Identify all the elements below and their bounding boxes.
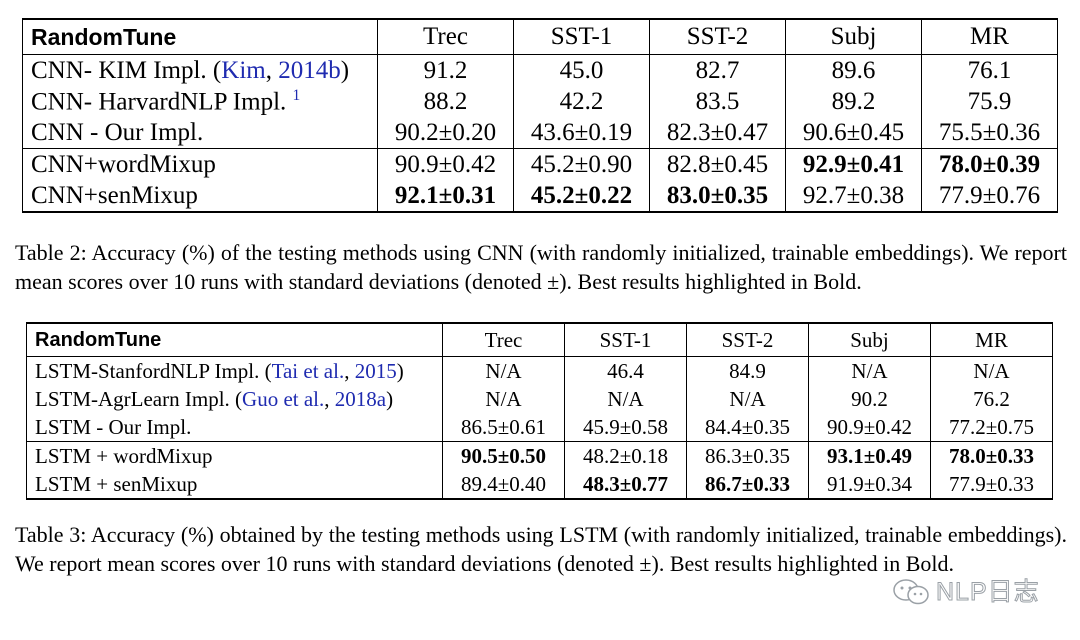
cell-trec: 91.2 <box>377 54 514 86</box>
row-label: CNN- HarvardNLP Impl. 1 <box>31 86 301 116</box>
citation-year-link[interactable]: 2014b <box>278 56 341 84</box>
cell-trec: 90.9±0.42 <box>377 148 514 180</box>
watermark-text: NLP日志 <box>936 578 1040 607</box>
cell-trec: 86.5±0.61 <box>442 413 565 442</box>
cell-sst2-best: 83.0±0.35 <box>649 180 786 212</box>
cell-sst2: 83.5 <box>649 86 786 117</box>
cell-sst1: 45.9±0.58 <box>564 413 687 442</box>
table-3: RandomTune Trec SST-1 SST-2 Subj MR LSTM… <box>26 322 1053 500</box>
header-mr: MR <box>921 19 1058 55</box>
table-row: LSTM-AgrLearn Impl. (Guo et al., 2018a) … <box>27 385 1053 413</box>
table-header-row: RandomTune Trec SST-1 SST-2 Subj MR <box>26 323 1053 357</box>
header-sst1: SST-1 <box>513 19 650 55</box>
cell-mr: 75.9 <box>921 86 1058 117</box>
header-sst2: SST-2 <box>649 19 786 55</box>
cell-mr: 76.2 <box>930 385 1053 413</box>
table-2-caption: Table 2: Accuracy (%) of the testing met… <box>15 240 1067 294</box>
cell-sst2: 82.7 <box>649 54 786 86</box>
cell-mr: 76.1 <box>921 54 1058 86</box>
cell-trec-best: 92.1±0.31 <box>377 180 514 212</box>
cell-subj: 90.9±0.42 <box>808 413 931 442</box>
cell-sst2: 84.4±0.35 <box>686 413 809 442</box>
cell-trec: 88.2 <box>377 86 514 117</box>
citation-link[interactable]: Kim <box>221 56 266 84</box>
citation-link[interactable]: Guo et al. <box>242 386 325 411</box>
cell-trec: 90.2±0.20 <box>377 117 514 149</box>
citation-year-link[interactable]: 2015 <box>354 358 397 383</box>
cell-sst1: 45.0 <box>513 54 650 86</box>
table-row: CNN+wordMixup 90.9±0.42 45.2±0.90 82.8±0… <box>22 148 1058 180</box>
cell-sst1: 46.4 <box>564 356 687 385</box>
cell-sst1-best: 45.2±0.22 <box>513 180 650 212</box>
row-label: LSTM + senMixup <box>35 471 198 496</box>
row-label: CNN+wordMixup <box>22 148 378 180</box>
row-label: LSTM-StanfordNLP Impl. (Tai et al., 2015… <box>35 358 404 383</box>
table-3-caption: Table 3: Accuracy (%) obtained by the te… <box>15 522 1067 576</box>
row-label: CNN+senMixup <box>31 181 198 209</box>
citation-year-link[interactable]: 2018a <box>334 386 387 411</box>
cell-subj: 90.2 <box>808 385 931 413</box>
table-row: LSTM + senMixup 89.4±0.40 48.3±0.77 86.7… <box>27 470 1053 499</box>
cell-sst2: 84.9 <box>686 356 809 385</box>
cell-trec-best: 90.5±0.50 <box>442 441 565 470</box>
cell-sst1: 48.2±0.18 <box>564 441 687 470</box>
cell-sst2: 82.3±0.47 <box>649 117 786 149</box>
cell-sst2: 82.8±0.45 <box>649 148 786 180</box>
header-method: RandomTune <box>22 19 378 55</box>
cell-mr: N/A <box>930 356 1053 385</box>
cell-subj: 90.6±0.45 <box>785 117 922 149</box>
cell-mr: 77.9±0.33 <box>930 470 1053 499</box>
footnote-marker[interactable]: 1 <box>292 86 301 104</box>
cell-sst1-best: 48.3±0.77 <box>564 470 687 499</box>
cell-subj-best: 93.1±0.49 <box>808 441 931 470</box>
cell-sst2: 86.3±0.35 <box>686 441 809 470</box>
table-header-row: RandomTune Trec SST-1 SST-2 Subj MR <box>22 19 1058 55</box>
cell-subj-best: 92.9±0.41 <box>785 148 922 180</box>
cell-sst1: 42.2 <box>513 86 650 117</box>
table-2: RandomTune Trec SST-1 SST-2 Subj MR CNN-… <box>22 18 1058 213</box>
cell-sst1: N/A <box>564 385 687 413</box>
cell-trec: N/A <box>442 356 565 385</box>
table-row: CNN- HarvardNLP Impl. 1 88.2 42.2 83.5 8… <box>23 86 1058 117</box>
cell-mr: 77.9±0.76 <box>921 180 1058 212</box>
table-row: CNN - Our Impl. 90.2±0.20 43.6±0.19 82.3… <box>23 117 1058 149</box>
citation-link[interactable]: Tai et al. <box>271 358 345 383</box>
cell-mr-best: 78.0±0.39 <box>921 148 1058 180</box>
cell-sst1: 45.2±0.90 <box>513 148 650 180</box>
table-row: CNN- KIM Impl. (Kim, 2014b) 91.2 45.0 82… <box>23 54 1058 86</box>
cell-mr-best: 78.0±0.33 <box>930 441 1053 470</box>
header-mr: MR <box>930 323 1053 357</box>
table-row: LSTM + wordMixup 90.5±0.50 48.2±0.18 86.… <box>26 441 1053 470</box>
header-trec: Trec <box>377 19 514 55</box>
cell-sst1: 43.6±0.19 <box>513 117 650 149</box>
cell-trec: N/A <box>442 385 565 413</box>
cell-subj: 92.7±0.38 <box>785 180 922 212</box>
table-row: CNN+senMixup 92.1±0.31 45.2±0.22 83.0±0.… <box>23 180 1058 212</box>
cell-mr: 75.5±0.36 <box>921 117 1058 149</box>
header-sst1: SST-1 <box>564 323 687 357</box>
table-row: LSTM - Our Impl. 86.5±0.61 45.9±0.58 84.… <box>27 413 1053 442</box>
header-sst2: SST-2 <box>686 323 809 357</box>
row-label: LSTM-AgrLearn Impl. (Guo et al., 2018a) <box>35 386 394 411</box>
cell-trec: 89.4±0.40 <box>442 470 565 499</box>
cell-subj: 91.9±0.34 <box>808 470 931 499</box>
table-row: LSTM-StanfordNLP Impl. (Tai et al., 2015… <box>27 356 1053 385</box>
header-trec: Trec <box>442 323 565 357</box>
cell-subj: 89.6 <box>785 54 922 86</box>
row-label: LSTM + wordMixup <box>26 441 443 470</box>
cell-subj: N/A <box>808 356 931 385</box>
cell-mr: 77.2±0.75 <box>930 413 1053 442</box>
cell-sst2: N/A <box>686 385 809 413</box>
row-label: CNN - Our Impl. <box>31 118 204 146</box>
row-label: CNN- KIM Impl. (Kim, 2014b) <box>31 56 350 84</box>
header-subj: Subj <box>808 323 931 357</box>
wechat-icon <box>893 579 929 605</box>
header-subj: Subj <box>785 19 922 55</box>
header-method: RandomTune <box>26 323 443 357</box>
cell-sst2-best: 86.7±0.33 <box>686 470 809 499</box>
row-label: LSTM - Our Impl. <box>35 414 192 439</box>
cell-subj: 89.2 <box>785 86 922 117</box>
